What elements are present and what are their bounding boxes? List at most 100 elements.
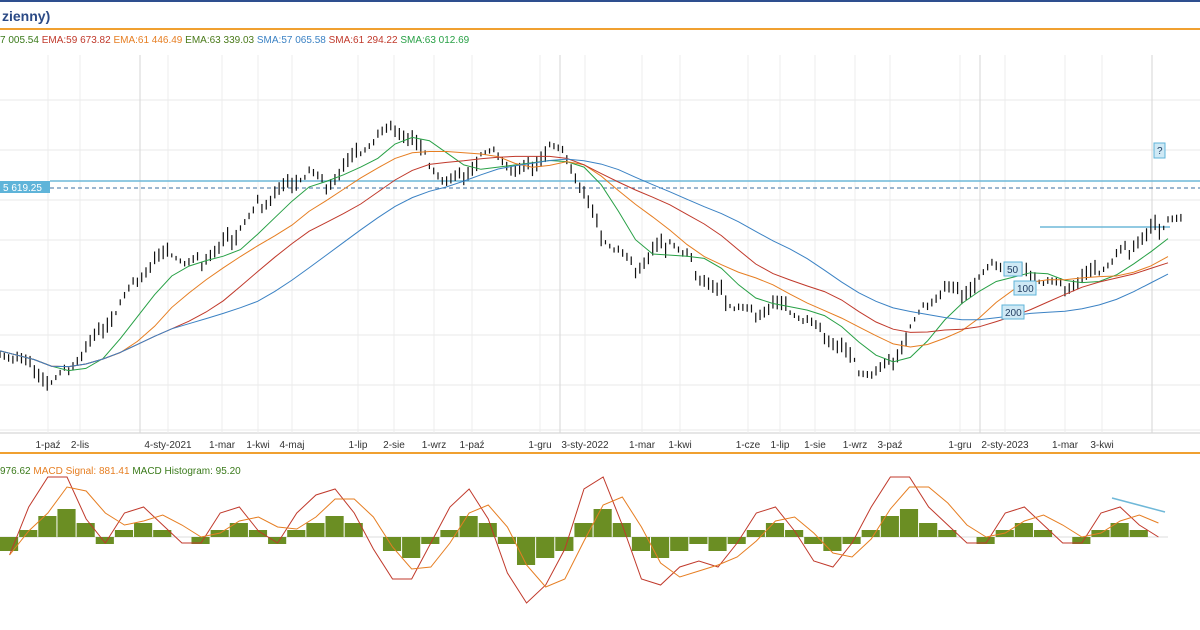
x-tick-label: 2-sie: [383, 440, 405, 451]
macd-histogram-bar: [497, 537, 516, 544]
macd-legend-histogram: MACD Histogram: 95.20: [132, 466, 241, 477]
macd-legend: 976.62 MACD Signal: 881.41 MACD Histogra…: [0, 466, 241, 477]
macd-histogram-bar: [402, 537, 421, 558]
macd-histogram-bar: [555, 537, 574, 551]
macd-legend-signal: MACD Signal: 881.41: [33, 466, 130, 477]
sma-200-line: [0, 158, 1169, 368]
macd-histogram-bar: [938, 530, 957, 537]
ma-100-line: [0, 151, 1169, 368]
macd-histogram-bar: [861, 530, 880, 537]
macd-histogram-bar: [899, 509, 919, 537]
macd-histogram-bar: [134, 523, 153, 537]
x-tick-label: 3-sty-2022: [561, 440, 609, 451]
macd-histogram-bar: [440, 530, 459, 537]
x-tick-label: 4-sty-2021: [144, 440, 192, 451]
x-tick-label: 4-maj: [279, 440, 304, 451]
x-tick-label: 1-wrz: [422, 440, 446, 451]
indicator-legend: 7 005.54 EMA:59 673.82 EMA:61 446.49 EMA…: [0, 35, 469, 46]
macd-histogram-bar: [746, 530, 765, 537]
x-tick-label: 1-cze: [736, 440, 761, 451]
x-tick-label: 2-lis: [71, 440, 89, 451]
note-icon[interactable]: ?: [1157, 146, 1163, 157]
macd-histogram-bar: [421, 537, 440, 544]
x-tick-label: 1-mar: [1052, 440, 1079, 451]
macd-histogram-bar: [976, 537, 995, 544]
label-100-bg: [1013, 280, 1037, 296]
macd-histogram-bar: [516, 537, 536, 565]
macd-histogram-bar: [880, 516, 899, 537]
x-tick-label: 1-kwi: [668, 440, 691, 451]
macd-trend-line: [1111, 497, 1166, 513]
macd-histogram-bar: [708, 537, 727, 551]
macd-histogram-bar: [689, 537, 708, 544]
x-tick-label: 1-mar: [209, 440, 236, 451]
macd-histogram-bar: [727, 537, 746, 544]
label-50: 50: [1007, 265, 1019, 276]
macd-legend-value: 976.62: [0, 466, 31, 477]
x-tick-label: 1-lip: [771, 440, 790, 451]
macd-histogram-bar: [651, 537, 670, 558]
macd-histogram-bar: [0, 537, 19, 551]
legend-item-sma-61: SMA:61 294.22: [328, 35, 398, 46]
label-100: 100: [1017, 284, 1034, 295]
legend-item-ema-59: EMA:59 673.82: [41, 35, 111, 46]
x-tick-label: 1-wrz: [843, 440, 867, 451]
macd-histogram-bar: [248, 530, 268, 537]
macd-histogram-bar: [325, 516, 344, 537]
macd-histogram-bar: [785, 530, 804, 537]
x-tick-label: 1-mar: [629, 440, 656, 451]
macd-histogram-bar: [229, 523, 248, 537]
legend-item-ema-63: EMA:63 339.03: [185, 35, 255, 46]
x-tick-label: 1-sie: [804, 440, 826, 451]
label-200: 200: [1005, 308, 1022, 319]
macd-histogram-bar: [631, 537, 651, 551]
ma-200-line: [0, 155, 1169, 368]
chart-title-bar: zienny): [0, 0, 1200, 30]
x-tick-label: 2-sty-2023: [981, 440, 1029, 451]
chart-title: zienny): [2, 8, 51, 24]
price-tag: 5 619.25: [3, 183, 42, 194]
macd-histogram-bar: [804, 537, 823, 544]
macd-histogram-bar: [670, 537, 689, 551]
macd-histogram-bar: [593, 509, 612, 537]
macd-histogram-bar: [57, 509, 76, 537]
macd-histogram-bar: [919, 523, 938, 537]
macd-histogram-bar: [1033, 530, 1053, 537]
note-icon-bg[interactable]: [1153, 142, 1166, 159]
legend-item-ema-61: EMA:61 446.49: [113, 35, 183, 46]
macd-histogram-bar: [1110, 523, 1129, 537]
macd-histogram-bar: [153, 530, 172, 537]
x-tick-label: 1-paź: [459, 440, 484, 451]
macd-histogram-bar: [1014, 523, 1033, 537]
macd-histogram-bar: [536, 537, 555, 558]
macd-histogram-bar: [842, 537, 861, 544]
macd-histogram-bar: [306, 523, 325, 537]
macd-line: [9, 476, 1159, 604]
legend-item-value: 7 005.54: [0, 35, 39, 46]
panel-separator: [0, 452, 1200, 454]
price-tag-bg: [0, 181, 50, 193]
label-50-bg: [1003, 261, 1023, 277]
macd-histogram-bar: [1072, 537, 1091, 544]
x-tick-label: 1-lip: [349, 440, 368, 451]
macd-signal-line: [9, 486, 1159, 588]
macd-histogram-bar: [823, 537, 842, 551]
macd-histogram-bar: [612, 523, 631, 537]
x-tick-label: 3-paź: [877, 440, 902, 451]
macd-histogram-bar: [114, 530, 134, 537]
macd-histogram-bar: [478, 523, 497, 537]
macd-histogram-bar: [765, 523, 785, 537]
macd-histogram-bar: [76, 523, 95, 537]
legend-item-sma-57: SMA:57 065.58: [256, 35, 326, 46]
macd-histogram-bar: [287, 530, 306, 537]
x-tick-label: 1-kwi: [246, 440, 269, 451]
legend-item-sma-63: SMA:63 012.69: [400, 35, 470, 46]
label-200-bg: [1001, 304, 1025, 320]
x-tick-label: 1-gru: [528, 440, 551, 451]
ma-50-line: [0, 136, 1169, 372]
macd-histogram-bar: [95, 537, 114, 544]
macd-histogram-bar: [459, 516, 478, 537]
macd-histogram-bar: [38, 516, 57, 537]
macd-histogram-bar: [268, 537, 287, 544]
